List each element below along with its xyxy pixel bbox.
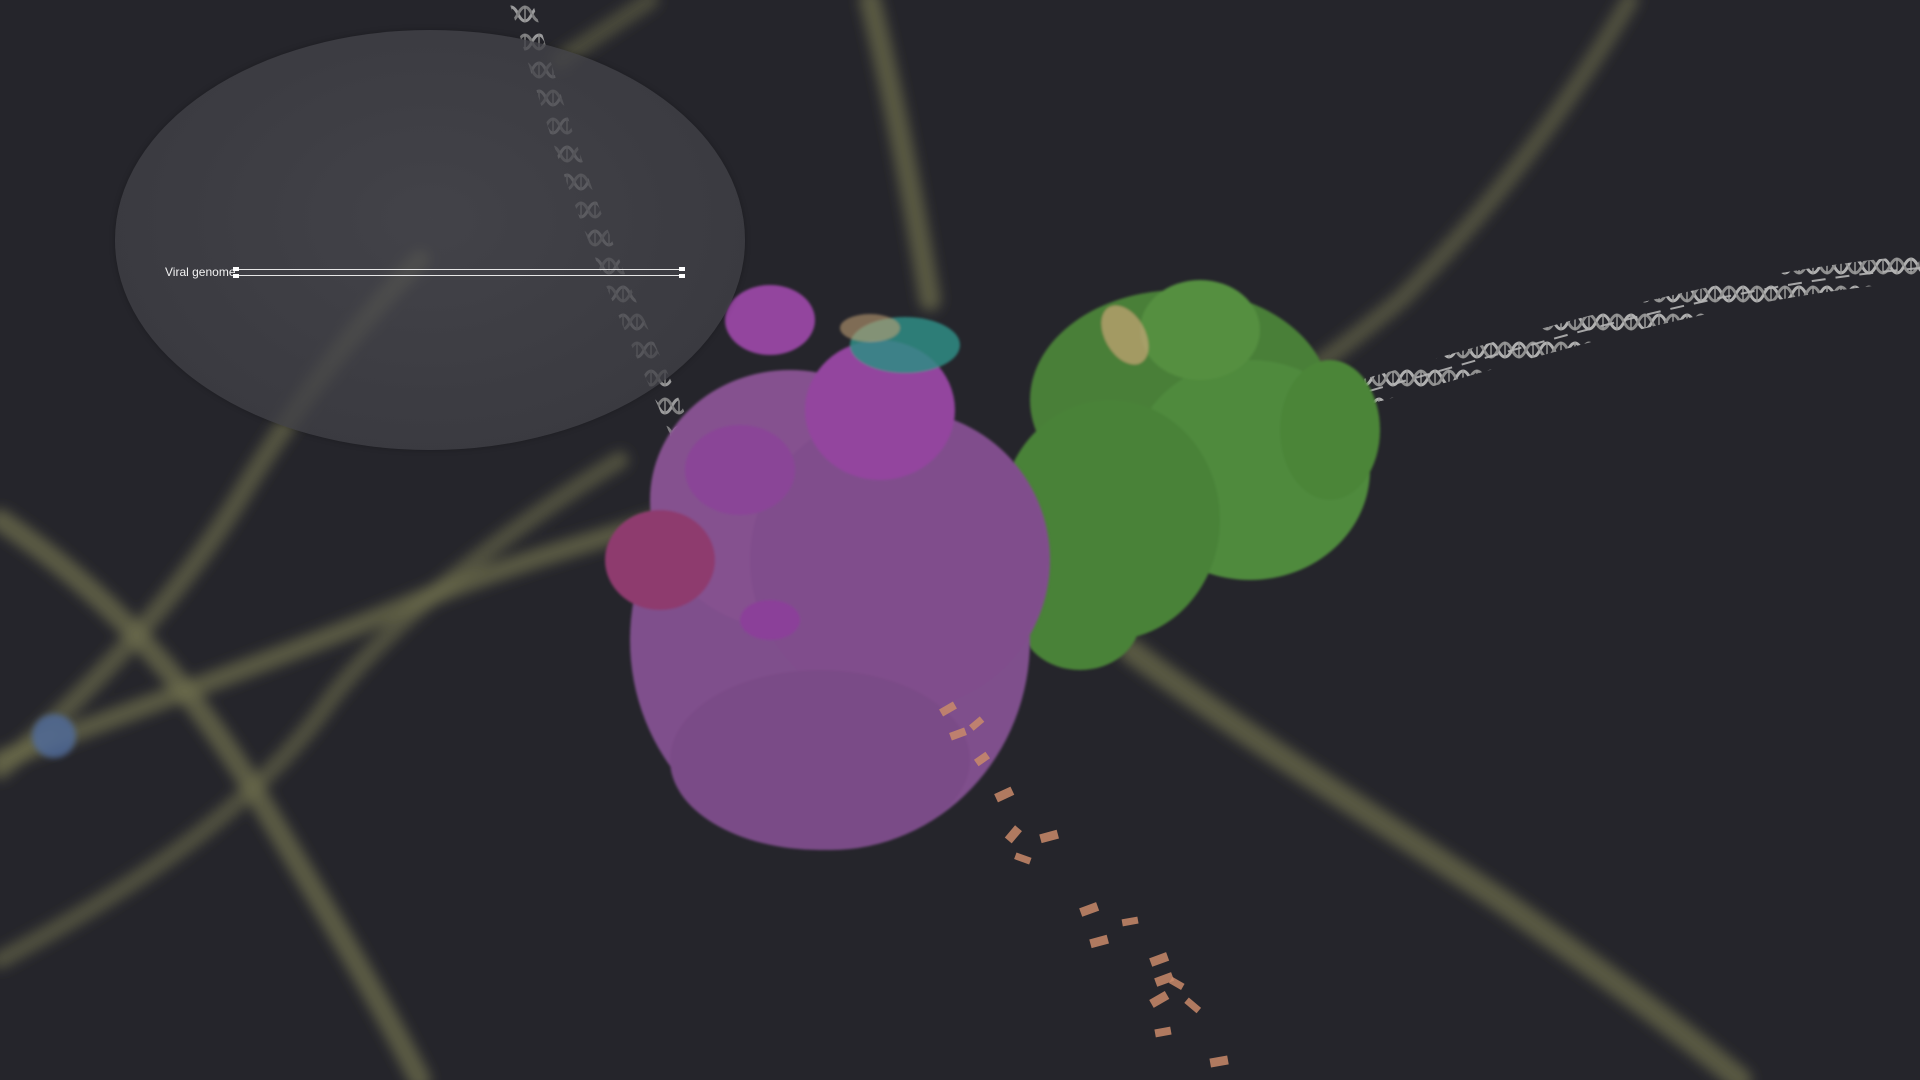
genome-track[interactable] [233,267,685,278]
genome-track-rail-bottom [235,275,683,276]
genome-label: Viral genome [165,265,236,279]
protein-complex-icon [605,285,1050,850]
blue-particle [32,714,76,758]
green-protein-complex [1000,280,1380,670]
background-filaments [0,0,1752,1080]
rna-fragments-icon [939,701,1229,1068]
genome-end-handle[interactable] [679,267,685,278]
genome-inset-panel [115,30,745,450]
genome-start-handle[interactable] [233,267,239,278]
genome-track-rail-top [235,269,683,270]
